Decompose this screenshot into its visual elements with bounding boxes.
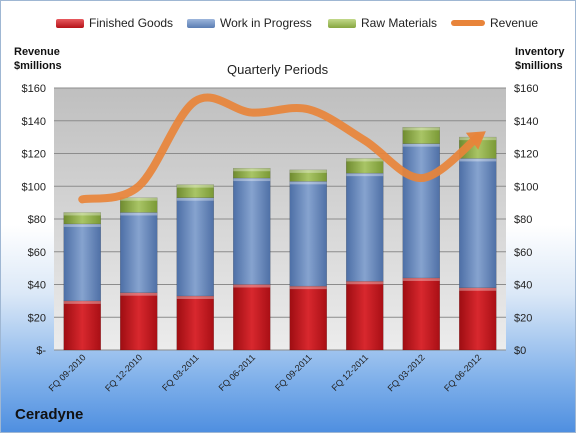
bar-work-in-progress bbox=[233, 177, 271, 285]
bar-finished-goods-highlight bbox=[346, 281, 384, 285]
bar-work-in-progress bbox=[402, 143, 440, 279]
bar-raw-materials-highlight bbox=[402, 127, 440, 131]
bar-work-in-progress bbox=[459, 158, 497, 289]
bar-work-in-progress-highlight bbox=[402, 143, 440, 147]
bar-finished-goods bbox=[233, 284, 271, 351]
category-label: FQ 09-2011 bbox=[273, 352, 314, 393]
legend-swatch-finished-goods bbox=[56, 18, 84, 28]
legend-item-revenue: Revenue bbox=[451, 16, 538, 30]
bar-work-in-progress bbox=[346, 172, 384, 282]
right-tick-label: $120 bbox=[514, 149, 538, 161]
left-tick-label: $80 bbox=[28, 214, 46, 226]
bar-raw-materials bbox=[120, 197, 158, 213]
bar-work-in-progress bbox=[63, 223, 101, 302]
right-tick-label: $100 bbox=[514, 181, 538, 193]
left-tick-label: $20 bbox=[28, 312, 46, 324]
left-tick-label: $140 bbox=[22, 116, 46, 128]
chart-title: Quarterly Periods bbox=[227, 62, 329, 77]
bar-work-in-progress bbox=[289, 181, 327, 287]
bar-finished-goods bbox=[346, 280, 384, 351]
bar-finished-goods bbox=[176, 295, 214, 351]
legend-item-raw-materials: Raw Materials bbox=[328, 16, 437, 30]
bar-raw-materials-highlight bbox=[120, 197, 158, 201]
left-tick-label: $120 bbox=[22, 149, 46, 161]
bar-raw-materials bbox=[346, 158, 384, 174]
right-tick-label: $140 bbox=[514, 116, 538, 128]
bar-finished-goods bbox=[120, 292, 158, 351]
category-label: FQ 06-2012 bbox=[442, 352, 483, 393]
bar-work-in-progress-highlight bbox=[120, 212, 158, 216]
legend-item-finished-goods: Finished Goods bbox=[56, 16, 173, 30]
right-axis-title: Inventory $millions bbox=[515, 46, 565, 72]
bar-raw-materials bbox=[289, 169, 327, 182]
bar-work-in-progress-highlight bbox=[459, 158, 497, 162]
bar-finished-goods bbox=[459, 287, 497, 351]
legend: Finished Goods Work in Progress Raw Mate… bbox=[1, 16, 576, 36]
bar-raw-materials bbox=[402, 127, 440, 144]
bar-raw-materials-highlight bbox=[63, 212, 101, 216]
bar-finished-goods bbox=[402, 277, 440, 351]
bar-raw-materials-highlight bbox=[289, 169, 327, 173]
legend-swatch-work-in-progress bbox=[187, 18, 215, 28]
category-label: FQ 06-2011 bbox=[217, 352, 258, 393]
revenue-line bbox=[78, 93, 482, 204]
category-label: FQ 12-2011 bbox=[330, 352, 371, 393]
bar-finished-goods-highlight bbox=[459, 287, 497, 291]
bar-work-in-progress-highlight bbox=[346, 173, 384, 177]
bar-raw-materials-highlight bbox=[233, 168, 271, 172]
category-label: FQ 03-2012 bbox=[386, 352, 427, 393]
legend-label-work-in-progress: Work in Progress bbox=[220, 16, 312, 30]
left-tick-label: $100 bbox=[22, 181, 46, 193]
bar-raw-materials bbox=[233, 167, 271, 179]
bar-raw-materials bbox=[176, 184, 214, 198]
legend-label-finished-goods: Finished Goods bbox=[89, 16, 174, 30]
bar-raw-materials-highlight bbox=[176, 184, 214, 188]
bar-finished-goods bbox=[289, 285, 327, 351]
right-tick-label: $40 bbox=[514, 280, 532, 292]
bar-work-in-progress-highlight bbox=[289, 181, 327, 185]
category-label: FQ 09-2010 bbox=[47, 352, 88, 393]
revenue-arrowhead bbox=[465, 131, 486, 150]
bar-finished-goods-highlight bbox=[233, 284, 271, 288]
left-tick-label: $60 bbox=[28, 247, 46, 259]
right-tick-label: $160 bbox=[514, 83, 538, 95]
legend-swatch-raw-materials bbox=[328, 18, 356, 28]
bar-finished-goods bbox=[63, 300, 101, 351]
legend-label-raw-materials: Raw Materials bbox=[361, 16, 438, 30]
bar-work-in-progress-highlight bbox=[176, 197, 214, 201]
bar-work-in-progress-highlight bbox=[233, 178, 271, 182]
right-tick-label: $20 bbox=[514, 312, 532, 324]
left-tick-label: $160 bbox=[22, 83, 46, 95]
right-tick-label: $0 bbox=[514, 345, 526, 357]
right-tick-label: $80 bbox=[514, 214, 532, 226]
left-tick-label: $40 bbox=[28, 280, 46, 292]
bar-finished-goods-highlight bbox=[289, 286, 327, 290]
bar-finished-goods-highlight bbox=[176, 295, 214, 299]
left-tick-label: $- bbox=[36, 345, 46, 357]
bar-work-in-progress-highlight bbox=[63, 223, 101, 227]
category-label: FQ 03-2011 bbox=[160, 352, 201, 393]
category-label: FQ 12-2010 bbox=[103, 352, 144, 393]
legend-item-work-in-progress: Work in Progress bbox=[187, 16, 312, 30]
bar-raw-materials bbox=[63, 212, 101, 225]
bar-finished-goods-highlight bbox=[120, 292, 158, 296]
right-tick-label: $60 bbox=[514, 247, 532, 259]
bar-raw-materials-highlight bbox=[346, 158, 384, 162]
bar-finished-goods-highlight bbox=[402, 277, 440, 281]
bar-work-in-progress bbox=[176, 197, 214, 297]
legend-label-revenue: Revenue bbox=[490, 16, 539, 30]
company-name: Ceradyne bbox=[15, 406, 84, 423]
legend-swatch-revenue bbox=[451, 20, 485, 26]
left-axis-title: Revenue $millions bbox=[14, 46, 62, 72]
bar-finished-goods-highlight bbox=[63, 300, 101, 304]
bar-work-in-progress bbox=[120, 212, 158, 293]
